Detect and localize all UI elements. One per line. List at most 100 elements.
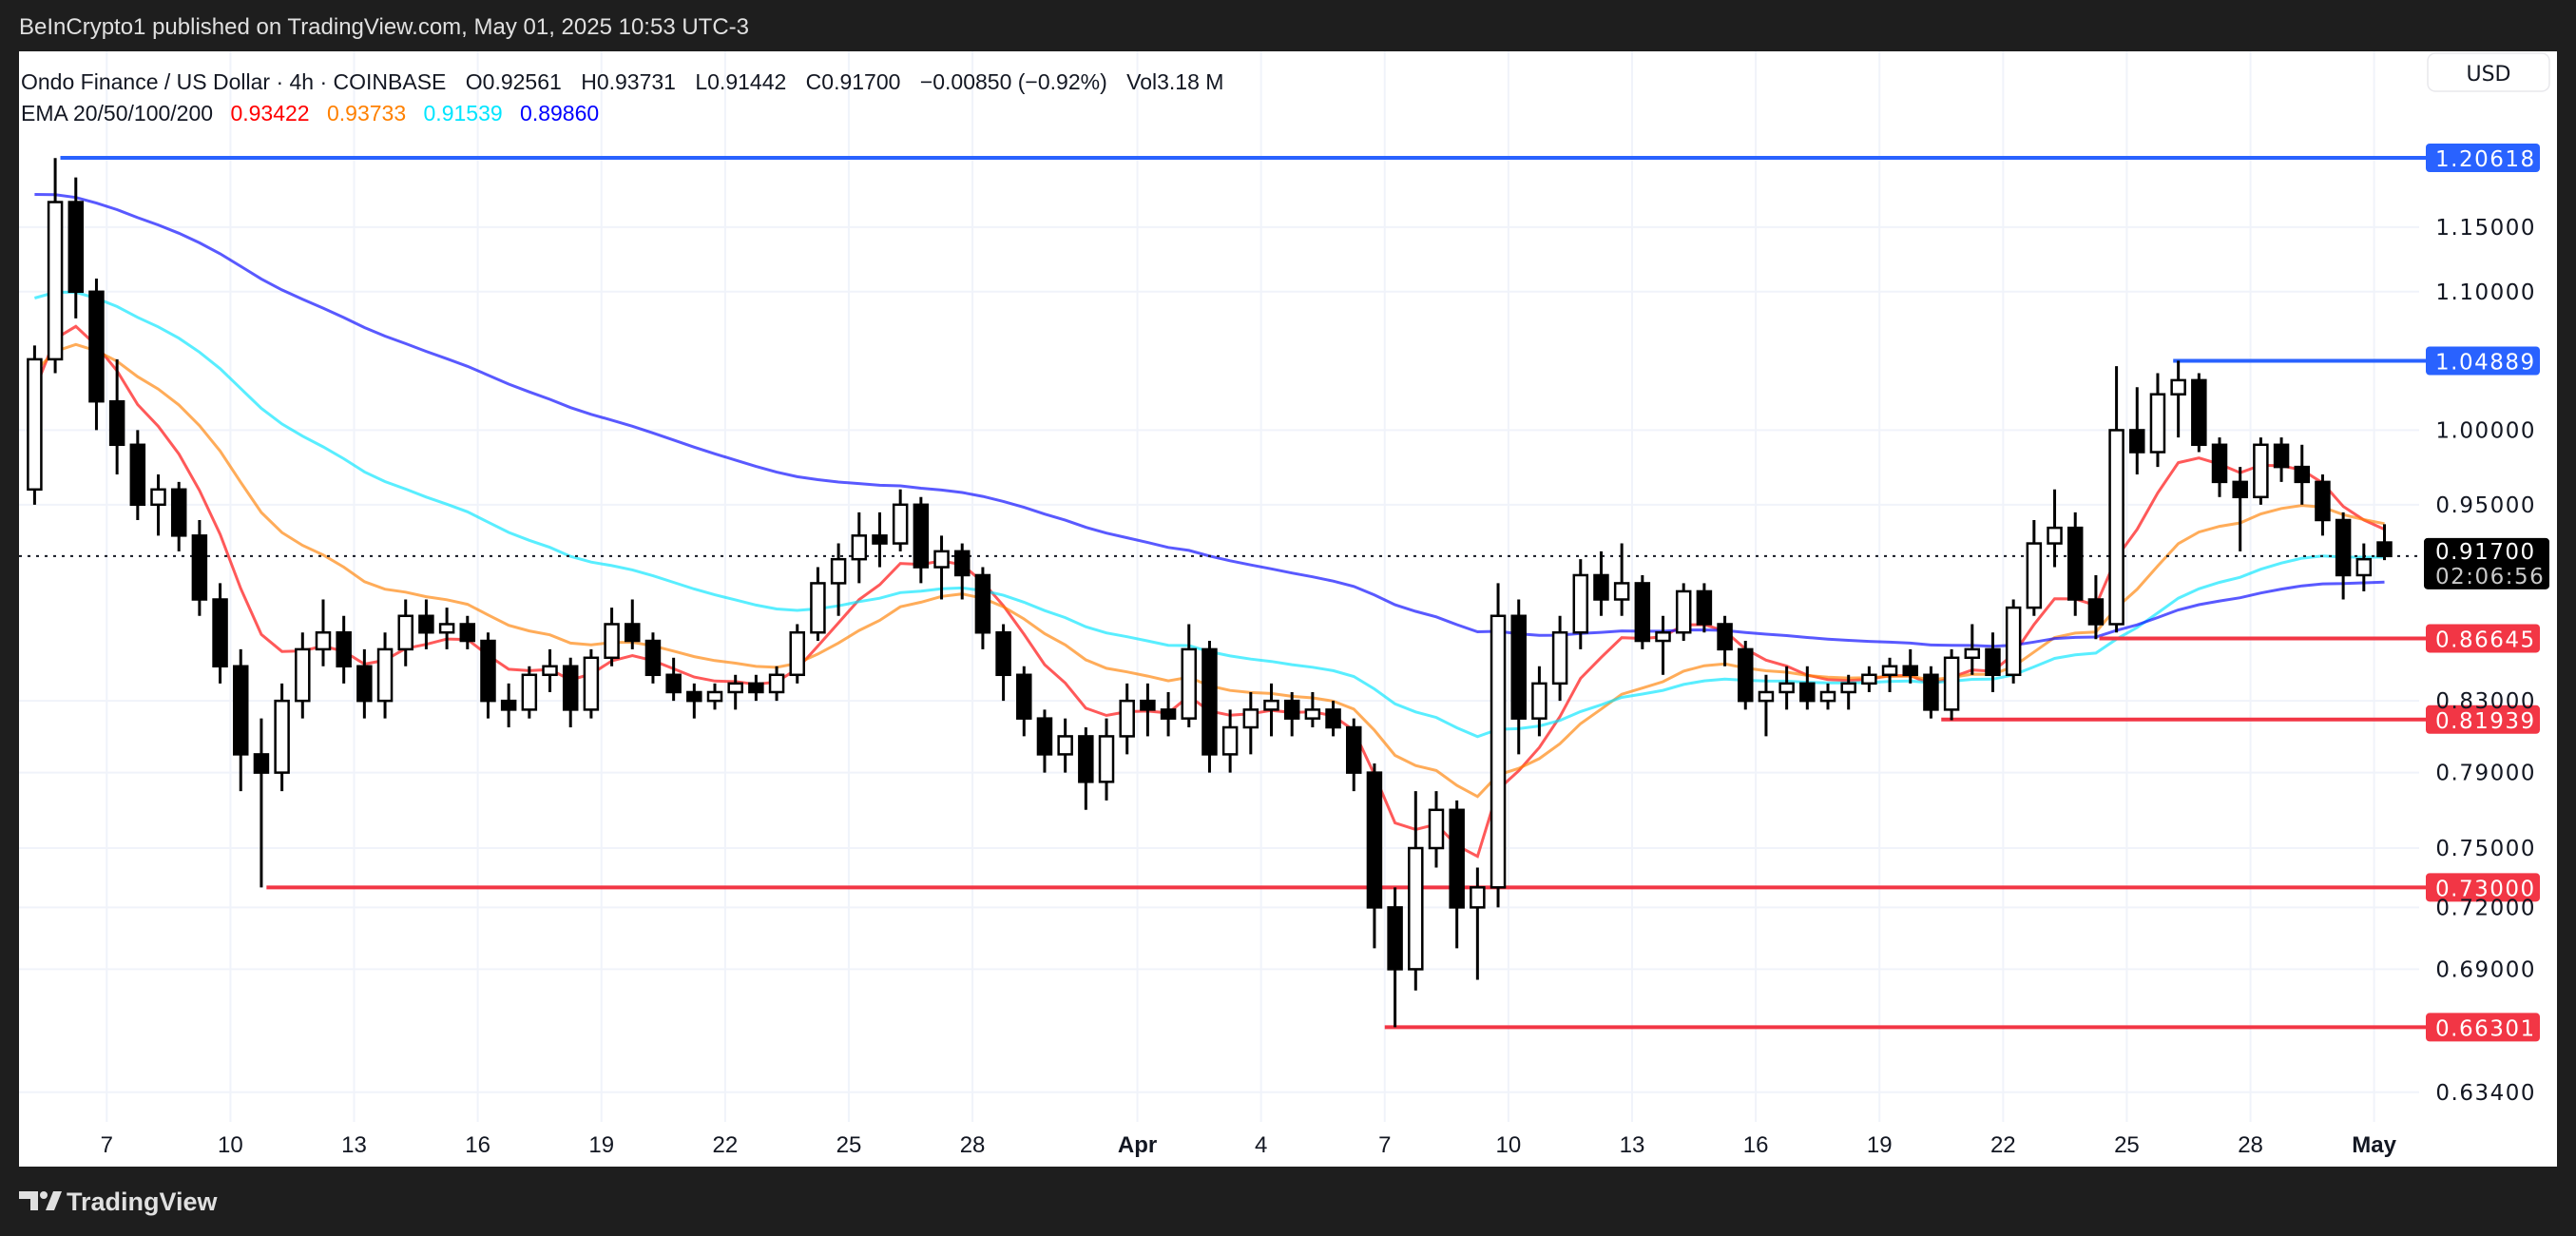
candle-down [1036, 717, 1053, 756]
candle-down [1985, 647, 2001, 677]
price-tick-label: 0.95000 [2435, 493, 2536, 518]
candle-up [892, 503, 909, 545]
symbol-title: Ondo Finance / US Dollar · 4h · COINBASE [21, 69, 446, 94]
candle-up [1778, 682, 1795, 694]
price-tick-label: 0.69000 [2435, 957, 2536, 982]
price-axis[interactable]: 1.15000 1.10000 1.00000 0.95000 0.83000 0.790… [2435, 216, 2536, 1106]
change-value: −0.00850 (−0.92%) [920, 69, 1107, 94]
resistance-level-badge [2426, 346, 2540, 376]
candle-up [1819, 690, 1836, 703]
candle-down [170, 488, 187, 537]
candle-up [1181, 647, 1198, 720]
candle-up [376, 647, 394, 703]
currency-button[interactable]: USD [2427, 52, 2550, 92]
candle-down [418, 614, 434, 634]
candle-up [1408, 846, 1424, 971]
candle-down [995, 630, 1011, 677]
legend-ema: EMA 20/50/100/200 0.93422 0.93733 0.9153… [21, 101, 599, 126]
candle-down [2376, 541, 2393, 558]
time-tick-label: 4 [1255, 1132, 1267, 1158]
footer-brand[interactable]: TradingView [67, 1188, 219, 1216]
time-tick-label: 22 [712, 1132, 738, 1158]
candle-up [1470, 886, 1486, 909]
candle-down [953, 550, 971, 577]
candle-down [1325, 708, 1341, 729]
candle-up [542, 665, 558, 677]
tradingview-logo-icon[interactable] [19, 1191, 62, 1210]
candle-up [1119, 699, 1135, 738]
candle-up [583, 656, 600, 711]
candle-down [1078, 735, 1094, 783]
low-value: L0.91442 [695, 69, 786, 94]
candle-up [1964, 647, 1981, 660]
candle-down [1634, 582, 1651, 643]
candle-down [1902, 665, 1918, 677]
candle-down [1366, 771, 1383, 909]
candle-down [2087, 598, 2105, 626]
candle-up [1304, 708, 1321, 720]
candle-down [2315, 480, 2331, 522]
candle-up [1221, 725, 1239, 756]
candle-down [1160, 708, 1177, 720]
candle-down [1345, 725, 1362, 774]
candle-up [150, 488, 166, 507]
candle-down [644, 639, 662, 677]
price-tick-label: 1.00000 [2435, 418, 2536, 443]
candle-up [1881, 665, 1898, 677]
candle-up [1057, 735, 1073, 756]
candle-down [1283, 699, 1300, 720]
candle-down [233, 665, 249, 756]
level-price-label: 0.66301 [2435, 1016, 2536, 1041]
candle-up [768, 673, 785, 694]
level-price-label: 1.04889 [2435, 351, 2536, 376]
time-tick-label: 25 [2114, 1132, 2140, 1158]
candle-down [356, 665, 373, 703]
candle-down [2067, 526, 2084, 601]
current-price-label: 0.91700 02:06:56 [2424, 537, 2549, 589]
candle-up [1490, 614, 1507, 889]
bar-countdown: 02:06:56 [2435, 565, 2545, 589]
price-tick-label: 0.63400 [2435, 1081, 2536, 1106]
candle-up [1861, 673, 1877, 686]
time-axis[interactable]: 7 10 13 16 19 22 25 28 Apr 4 7 10 13 16 19 22 25 28 May [101, 1132, 2397, 1158]
candle-down [67, 201, 85, 294]
time-tick-label: 13 [1620, 1132, 1645, 1158]
time-tick-label: 19 [1867, 1132, 1893, 1158]
time-tick-label: 7 [1378, 1132, 1391, 1158]
time-tick-label: 10 [218, 1132, 243, 1158]
candle-up [1675, 589, 1692, 634]
time-tick-label: 16 [465, 1132, 490, 1158]
level-price-label: 0.81939 [2435, 709, 2536, 734]
time-tick-label: 28 [960, 1132, 986, 1158]
candle-up [2170, 378, 2186, 396]
candle-down [1449, 808, 1465, 909]
candle-down [1923, 673, 1939, 711]
candle-down [1717, 623, 1733, 651]
footer-bar [0, 1167, 2576, 1236]
price-tick-label: 0.79000 [2435, 762, 2536, 786]
time-tick-label: 28 [2238, 1132, 2263, 1158]
price-tick-label: 1.15000 [2435, 216, 2536, 241]
price-tick-label: 1.10000 [2435, 280, 2536, 305]
candle-down [974, 573, 991, 634]
legend-ohlc: Ondo Finance / US Dollar · 4h · COINBASE… [21, 69, 1223, 94]
candle-up [1531, 682, 1548, 720]
price-tick-label: 0.83000 [2435, 689, 2536, 714]
price-tick-label: 0.75000 [2435, 837, 2536, 861]
support-level-badge [2426, 873, 2540, 902]
level-price-label: 1.20618 [2435, 147, 2536, 172]
candle-up [315, 630, 332, 651]
candle-down [748, 682, 764, 694]
candle-down [2294, 465, 2311, 484]
level-price-label: 0.73000 [2435, 877, 2536, 901]
candle-up [1840, 682, 1856, 694]
candle-down [88, 290, 105, 403]
high-value: H0.93731 [581, 69, 676, 94]
candle-down [2129, 429, 2145, 454]
candle-down [872, 534, 888, 545]
candle-down [686, 690, 702, 703]
ema200-value: 0.89860 [520, 101, 599, 126]
candle-up [2253, 443, 2269, 499]
candle-up [604, 623, 620, 660]
